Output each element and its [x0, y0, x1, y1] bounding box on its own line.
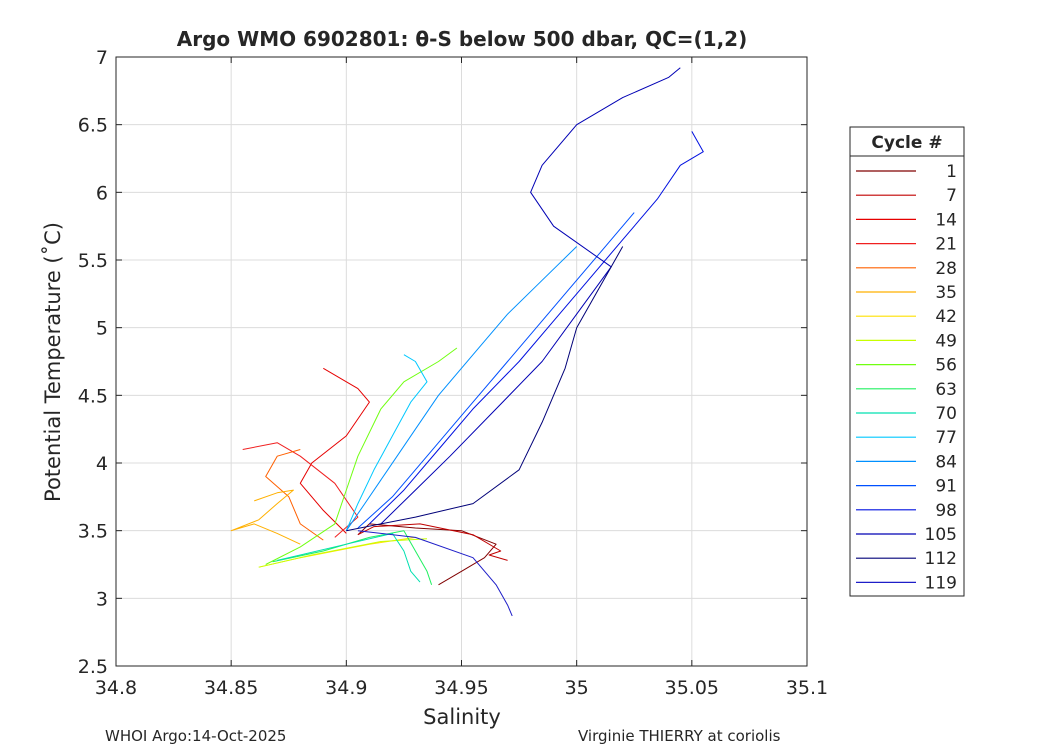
legend-label: 98: [935, 501, 957, 521]
legend: Cycle # 17142128354249566370778491981051…: [849, 126, 965, 597]
x-tick-label: 34.95: [434, 677, 488, 699]
legend-label: 56: [935, 356, 957, 376]
legend-label: 35: [935, 283, 957, 303]
y-tick-label: 5.5: [78, 250, 108, 272]
y-tick-label: 4: [96, 453, 108, 475]
y-tick-label: 6.5: [78, 115, 108, 137]
legend-entries: 1 7 14 21 28 35 42 49 56 63 70 77 84 91 98 105 112 119: [856, 162, 957, 593]
x-tick-label: 34.9: [325, 677, 367, 699]
legend-label: 21: [935, 235, 957, 255]
y-tick-label: 3.5: [78, 521, 108, 543]
series-line-cycle-56: [265, 347, 458, 565]
x-axis-label: Salinity: [423, 705, 501, 729]
y-tick-label: 5: [96, 318, 108, 340]
y-tick-label: 7: [96, 47, 108, 69]
series-line-cycle-63: [272, 530, 433, 585]
legend-title: Cycle #: [871, 133, 942, 153]
series-line-cycle-112: [346, 246, 624, 532]
series-line-cycle-84: [345, 246, 578, 531]
series-line-cycle-105: [380, 67, 681, 525]
legend-label: 7: [946, 186, 957, 206]
legend-box: [849, 126, 965, 597]
footer-credit: Virginie THIERRY at coriolis: [578, 727, 781, 745]
legend-label: 105: [925, 525, 957, 545]
x-tick-label: 35.05: [665, 677, 719, 699]
x-tick-label: 34.8: [95, 677, 137, 699]
legend-label: 91: [935, 477, 957, 497]
series-line-cycle-14: [299, 367, 370, 534]
legend-label: 14: [935, 210, 957, 230]
series-line-cycle-7: [357, 523, 508, 561]
legend-label: 63: [935, 380, 957, 400]
y-axis-label: Potential Temperature (˚C): [41, 222, 65, 502]
legend-label: 28: [935, 259, 957, 279]
chart-title: Argo WMO 6902801: θ-S below 500 dbar, QC…: [177, 27, 747, 51]
series-line-cycle-49: [258, 538, 428, 568]
legend-label: 84: [935, 452, 957, 472]
legend-label: 1: [946, 162, 957, 182]
series-line-cycle-70: [277, 532, 421, 583]
legend-label: 49: [935, 331, 957, 351]
series-line-cycle-28: [265, 449, 324, 541]
x-tick-label: 34.85: [204, 677, 258, 699]
x-tick-label: 35: [565, 677, 589, 699]
y-tick-label: 2.5: [78, 656, 108, 678]
y-tick-label: 6: [96, 182, 108, 204]
y-tick-label: 3: [96, 588, 108, 610]
legend-label: 42: [935, 307, 957, 327]
series-line-cycle-21: [242, 442, 359, 538]
legend-label: 119: [925, 573, 957, 593]
series-line-cycle-91: [357, 212, 635, 529]
legend-label: 70: [935, 404, 957, 424]
series-line-cycle-119: [357, 530, 513, 617]
legend-label: 77: [935, 428, 957, 448]
series-line-cycle-35: [230, 489, 301, 545]
x-tick-label: 35.1: [786, 677, 828, 699]
footer-date: WHOI Argo:14-Oct-2025: [105, 727, 286, 745]
y-tick-label: 4.5: [78, 385, 108, 407]
legend-label: 112: [925, 549, 957, 569]
series-lines: [230, 67, 704, 617]
axis-ticks: 34.8 34.85 34.9 34.95 35 35.05 35.1 2.5 3 3.5 4 4.5…: [78, 47, 828, 699]
series-line-cycle-98: [369, 131, 704, 525]
series-line-cycle-77: [345, 354, 428, 531]
